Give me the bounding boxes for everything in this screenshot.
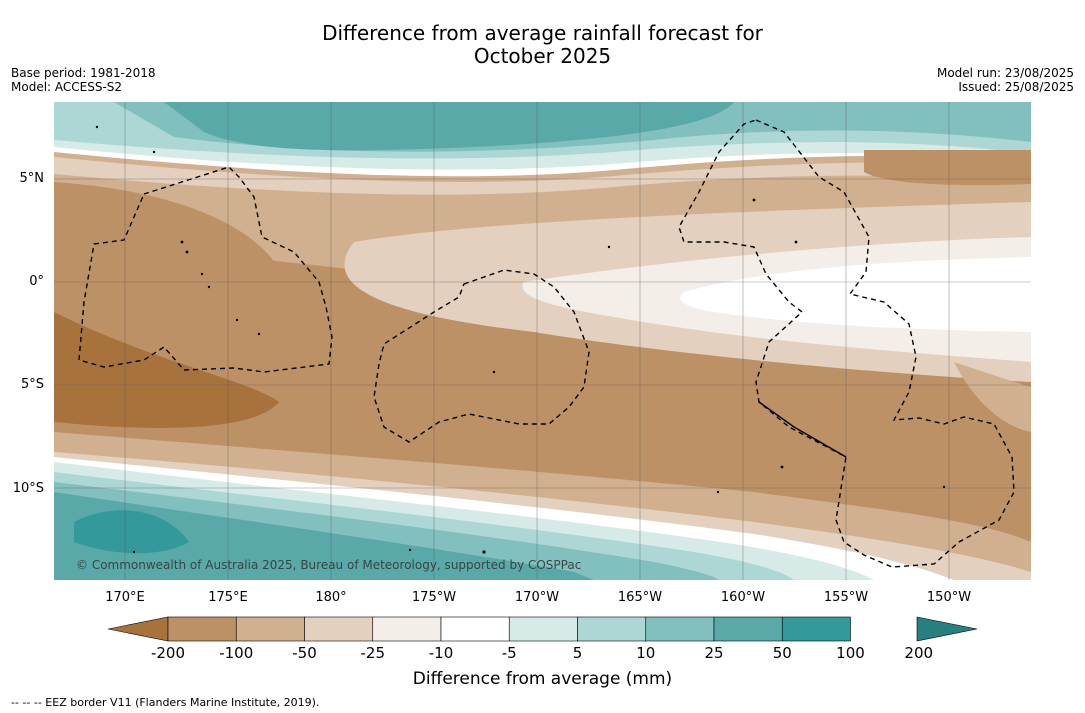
colorbar-cell — [235, 616, 305, 642]
colorbar-tick-label: -50 — [292, 644, 317, 662]
colorbar-tick-label: -100 — [219, 644, 254, 662]
base-period: Base period: 1981-2018 — [11, 66, 156, 80]
lon-label-170e: 170°E — [105, 590, 145, 605]
colorbar-cell — [304, 616, 374, 642]
colorbar-tick-label: -25 — [360, 644, 386, 662]
colorbar — [108, 616, 978, 642]
map-canvas — [54, 102, 1031, 580]
lon-label-175w: 175°W — [411, 590, 457, 605]
colorbar-tick-label: 25 — [704, 644, 724, 662]
lon-label-180: 180° — [315, 590, 347, 605]
rainfall-map: © Commonwealth of Australia 2025, Bureau… — [54, 102, 1031, 580]
title-line-1: Difference from average rainfall forecas… — [322, 21, 763, 45]
lon-label-150w: 150°W — [926, 590, 972, 605]
lat-label-5n: 5°N — [19, 171, 45, 186]
colorbar-cell — [645, 616, 715, 642]
lon-label-165w: 165°W — [617, 590, 663, 605]
eez-solid — [758, 401, 847, 458]
colorbar-cell — [577, 616, 647, 642]
copyright-notice: © Commonwealth of Australia 2025, Bureau… — [76, 558, 582, 572]
meta-right: Model run: 23/08/2025 Issued: 25/08/2025 — [937, 66, 1074, 94]
lon-label-175e: 175°E — [208, 590, 248, 605]
lon-label-170w: 170°W — [514, 590, 560, 605]
colorbar-tick-label: 10 — [636, 644, 656, 662]
lat-label-5s: 5°S — [20, 377, 44, 392]
colorbar-tick-label: -200 — [150, 644, 186, 662]
map-title: Difference from average rainfall forecas… — [0, 22, 1085, 68]
lon-label-155w: 155°W — [823, 590, 869, 605]
issued-date: Issued: 25/08/2025 — [958, 80, 1074, 94]
colorbar-tick-label: -5 — [501, 644, 517, 662]
colorbar-cell — [713, 616, 783, 642]
eez-borders — [78, 119, 1015, 568]
colorbar-cell — [508, 616, 578, 642]
lat-label-10s: 10°S — [12, 481, 44, 496]
colorbar-cell — [781, 616, 851, 642]
colorbar-tick-label: 200 — [904, 644, 934, 662]
colorbar-label: Difference from average (mm) — [412, 669, 673, 689]
colorbar-tick-label: -10 — [428, 644, 454, 662]
colorbar-tick-label: 100 — [836, 644, 865, 662]
islands — [95, 125, 946, 554]
colorbar-tick-label: 50 — [772, 644, 792, 662]
meta-left: Base period: 1981-2018 Model: ACCESS-S2 — [11, 66, 156, 94]
colorbar-cell — [372, 616, 442, 642]
lat-label-0: 0° — [29, 274, 44, 289]
colorbar-cell — [167, 616, 237, 642]
eez-footnote: -- -- -- EEZ border V11 (Flanders Marine… — [11, 696, 320, 709]
model-name: Model: ACCESS-S2 — [11, 80, 123, 94]
title-line-2: October 2025 — [473, 44, 612, 68]
colorbar-tick-label: 5 — [572, 644, 583, 662]
graticule — [54, 102, 1031, 580]
model-run: Model run: 23/08/2025 — [936, 66, 1074, 80]
lon-label-160w: 160°W — [720, 590, 766, 605]
colorbar-cell — [440, 616, 510, 642]
